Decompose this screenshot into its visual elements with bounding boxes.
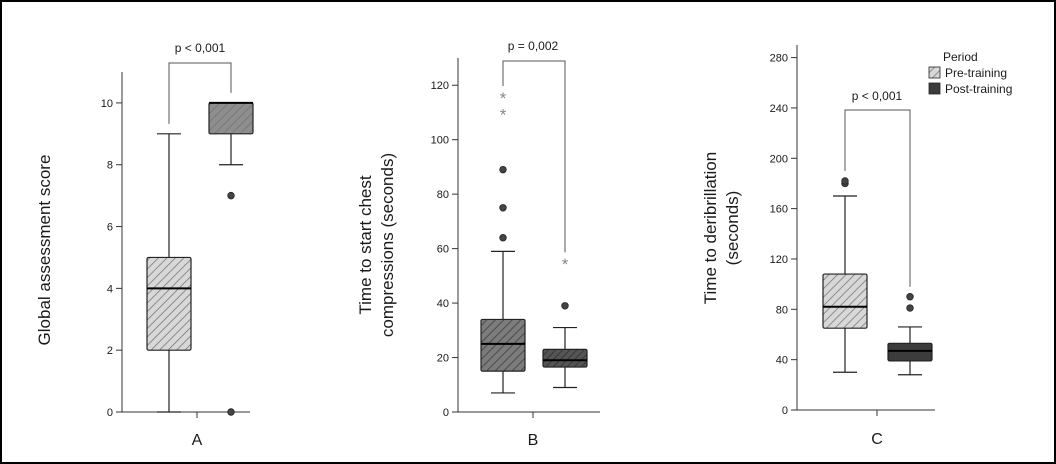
p-value-label: p < 0,001 <box>852 89 903 103</box>
y-tick-label: 120 <box>770 254 788 266</box>
legend-swatch <box>928 82 941 95</box>
y-axis-label-line: Time to start chest <box>356 175 375 314</box>
box-post-training <box>887 342 933 362</box>
outlier-point <box>906 293 914 301</box>
extreme-point: * <box>500 89 507 108</box>
y-tick-label: 40 <box>776 355 788 367</box>
y-axis-label-line: compressions (seconds) <box>378 153 397 337</box>
y-tick-label: 0 <box>107 407 113 419</box>
panel-c: 0 40 80 120 160 200 240 280 Time to deribrillati… <box>701 45 1012 448</box>
outlier-point <box>906 304 914 312</box>
p-value-label: p < 0,001 <box>175 41 226 55</box>
box-pre-training <box>480 318 526 372</box>
extreme-point: * <box>562 255 569 274</box>
legend-title: Period <box>943 50 978 64</box>
panel-label: C <box>871 431 883 448</box>
y-tick-label: 8 <box>107 160 113 172</box>
y-tick-label: 0 <box>443 407 449 419</box>
p-value-label: p = 0,002 <box>508 39 559 53</box>
y-axis-label: Global assessment score <box>35 155 54 346</box>
legend-label: Pre-training <box>945 66 1007 80</box>
y-tick-label: 240 <box>770 103 788 115</box>
box-pre-training <box>146 256 192 351</box>
panel-label: A <box>192 432 203 449</box>
legend: Period Pre-training Post-training <box>928 50 1012 96</box>
y-tick-label: 60 <box>437 244 449 256</box>
legend-swatch <box>928 66 941 79</box>
box-post-training <box>542 348 588 368</box>
y-tick-label: 120 <box>431 80 449 92</box>
y-tick-label: 80 <box>776 304 788 316</box>
y-axis-label-line: (seconds) <box>723 191 742 266</box>
y-tick-label: 100 <box>431 135 449 147</box>
significance-bracket <box>844 109 911 287</box>
y-tick-label: 10 <box>101 98 113 110</box>
box-pre-training <box>822 273 868 329</box>
outlier-point <box>499 234 507 242</box>
outlier-point <box>841 177 849 185</box>
y-axis-label-line: Global assessment score <box>35 155 54 346</box>
y-axis-label: Time to start chest compressions (seconds… <box>356 153 397 337</box>
box-post-training <box>208 102 254 135</box>
outlier-point <box>227 408 235 416</box>
outlier-point <box>499 165 507 174</box>
y-tick-label: 6 <box>107 222 113 234</box>
y-axis-label-line: Time to deribrillation <box>701 152 720 304</box>
y-tick-label: 0 <box>782 405 788 417</box>
panel-label: B <box>528 432 539 449</box>
y-tick-label: 200 <box>770 153 788 165</box>
significance-bracket <box>502 60 566 253</box>
significance-bracket <box>168 62 232 124</box>
panel-a: 0 2 4 6 8 10 Global assessment score Ap < 0,001 <box>35 41 254 449</box>
y-tick-label: 160 <box>770 204 788 216</box>
panel-b: 0 20 40 60 80 100 120 Time to start chest compre… <box>356 39 600 449</box>
y-tick-label: 20 <box>437 353 449 365</box>
outlier-point <box>227 191 235 200</box>
outlier-point <box>561 302 569 310</box>
y-tick-label: 4 <box>107 283 113 295</box>
extreme-point: * <box>500 105 507 124</box>
y-tick-label: 280 <box>770 53 788 65</box>
y-tick-label: 2 <box>107 345 113 357</box>
y-axis-label: Time to deribrillation (seconds) <box>701 152 742 304</box>
legend-label: Post-training <box>945 82 1012 96</box>
y-tick-label: 40 <box>437 298 449 310</box>
outlier-point <box>499 204 507 212</box>
y-tick-label: 80 <box>437 189 449 201</box>
